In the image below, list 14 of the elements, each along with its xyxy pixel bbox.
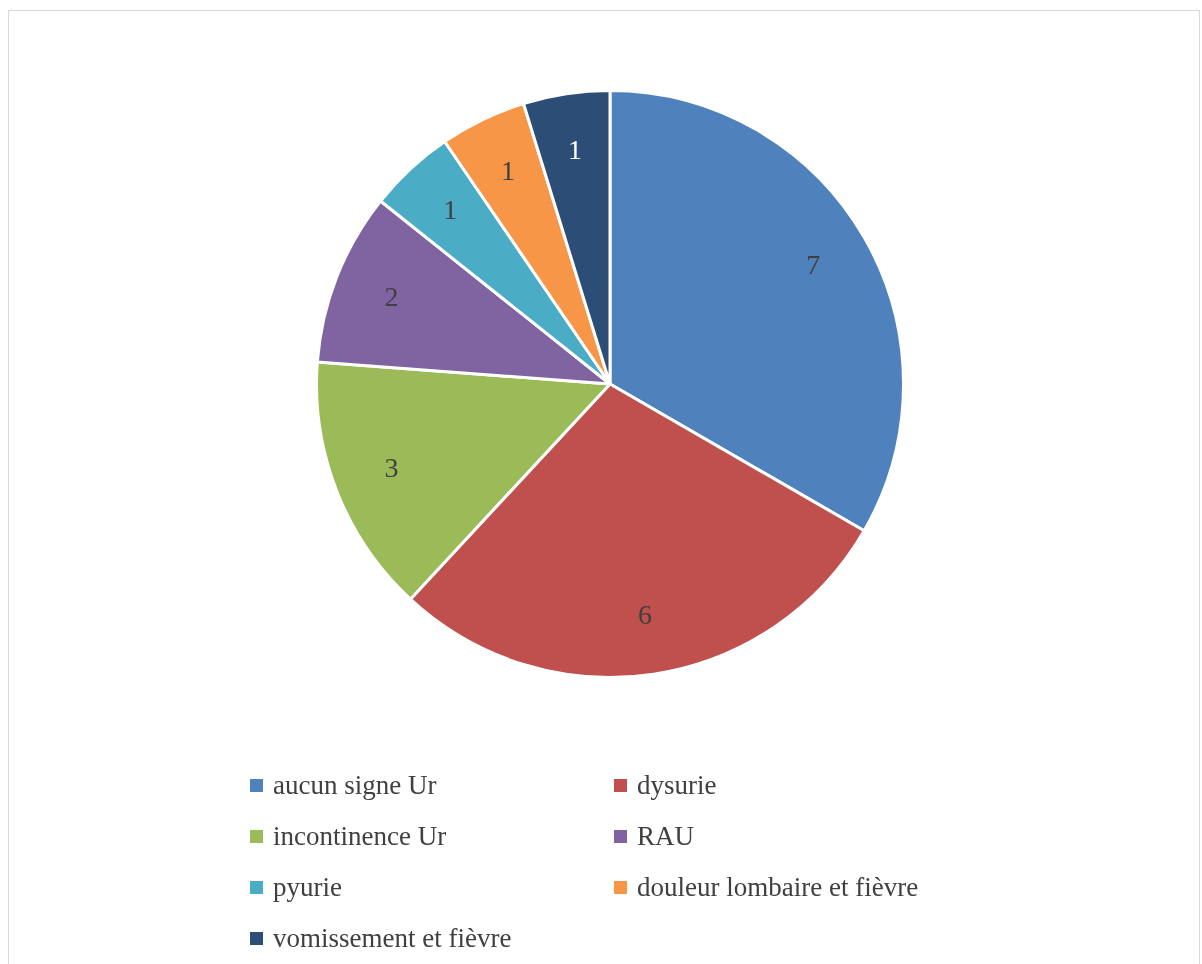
data-label: 7 [806, 248, 821, 280]
data-label: 1 [443, 194, 458, 226]
legend-label: aucun signe Ur [273, 769, 437, 801]
data-label: 3 [384, 452, 399, 484]
legend-label: RAU [637, 820, 695, 852]
data-label: 1 [568, 134, 582, 166]
legend-label: vomissement et fièvre [273, 922, 512, 954]
legend-label: douleur lombaire et fièvre [637, 871, 919, 903]
legend-label: dysurie [637, 769, 717, 801]
data-label: 1 [501, 154, 516, 186]
legend-label: incontinence Ur [273, 820, 447, 852]
data-label: 2 [384, 280, 399, 312]
data-label: 6 [638, 598, 652, 630]
legend-label: pyurie [273, 871, 342, 903]
